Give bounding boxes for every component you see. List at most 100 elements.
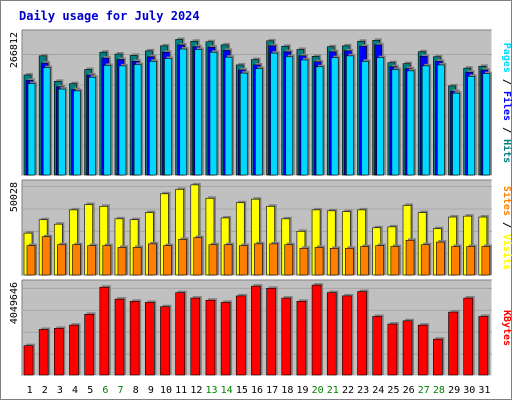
bar-kbytes-day-14	[220, 302, 231, 376]
x-tick-day-21: 21	[327, 385, 339, 396]
bar-kbytes-day-15	[235, 295, 246, 376]
legend-top-part-3: /	[501, 121, 512, 139]
panel-top-legend: Pages / Files / Hits	[501, 43, 512, 163]
bar-sites-day-21	[329, 248, 339, 276]
bar-pages-day-2	[42, 67, 51, 176]
bar-pages-day-9	[148, 61, 157, 176]
bar-kbytes-day-2	[38, 329, 49, 376]
bar-kbytes-day-23	[357, 291, 367, 376]
x-tick-day-24: 24	[372, 385, 384, 396]
bar-pages-day-17	[270, 52, 278, 176]
x-tick-day-5: 5	[87, 385, 93, 396]
bar-kbytes-day-26	[402, 320, 413, 376]
x-tick-day-3: 3	[57, 385, 63, 396]
legend-middle-part-1: /	[501, 216, 512, 234]
bar-kbytes-day-16	[251, 285, 261, 376]
x-tick-day-19: 19	[296, 385, 308, 396]
panel-top: 266812 Pages / Files / Hits	[9, 29, 512, 177]
bar-sites-day-30	[466, 246, 475, 276]
bar-pages-day-10	[164, 58, 172, 176]
x-tick-day-30: 30	[463, 385, 475, 396]
bar-pages-day-4	[73, 90, 81, 176]
legend-top-part-1: /	[501, 73, 512, 91]
bar-kbytes-day-17	[266, 288, 276, 376]
bar-kbytes-day-25	[387, 323, 398, 376]
bar-kbytes-day-29	[448, 311, 458, 376]
x-axis-labels: 1 2 3 4 5 6 7 8 9 10 11 12 13 14 15 16 17 18 19 20 21 22 23 24 2…	[27, 385, 491, 396]
x-tick-day-4: 4	[72, 385, 78, 396]
bar-sites-day-27	[420, 244, 430, 276]
legend-top-part-0: Pages	[501, 43, 512, 73]
bar-kbytes-day-5	[84, 314, 94, 376]
bar-kbytes-day-9	[144, 302, 155, 376]
bar-pages-day-14	[224, 56, 233, 176]
legend-bottom-part-0: KBytes	[501, 310, 512, 346]
bar-kbytes-day-10	[160, 306, 170, 376]
bar-pages-day-29	[452, 92, 460, 176]
bar-sites-day-24	[375, 245, 385, 276]
bar-pages-day-31	[482, 73, 491, 176]
bar-pages-day-19	[300, 59, 309, 176]
bar-kbytes-day-3	[54, 328, 64, 376]
x-tick-day-8: 8	[133, 385, 139, 396]
x-tick-day-29: 29	[448, 385, 460, 396]
bar-sites-day-18	[284, 244, 294, 276]
bar-sites-day-16	[254, 243, 263, 276]
bar-pages-day-26	[406, 70, 415, 176]
x-tick-day-18: 18	[281, 385, 293, 396]
bar-pages-day-11	[179, 48, 187, 176]
bar-pages-day-8	[133, 64, 142, 176]
bar-kbytes-day-18	[281, 297, 292, 376]
x-tick-day-11: 11	[175, 385, 187, 396]
bar-sites-day-23	[360, 246, 369, 276]
bar-kbytes-day-19	[296, 301, 307, 376]
x-tick-day-20: 20	[312, 385, 324, 396]
bar-pages-day-5	[88, 76, 96, 176]
bar-pages-day-25	[391, 69, 400, 176]
x-tick-day-15: 15	[236, 385, 248, 396]
bar-pages-day-1	[27, 83, 36, 176]
bar-kbytes-day-30	[463, 297, 473, 376]
panel-middle-tick-label: 50028	[9, 182, 20, 212]
bar-sites-day-7	[117, 247, 127, 276]
legend-top-part-2: Files	[501, 91, 512, 121]
bar-sites-day-2	[41, 236, 51, 276]
bar-sites-day-15	[238, 245, 248, 276]
bar-kbytes-day-6	[99, 286, 110, 376]
chart-title: Daily usage for July 2024	[19, 9, 200, 23]
bar-pages-day-22	[346, 55, 354, 176]
x-tick-day-14: 14	[221, 385, 233, 396]
bar-kbytes-day-31	[478, 316, 489, 376]
x-tick-day-17: 17	[266, 385, 278, 396]
bar-pages-day-20	[315, 66, 324, 176]
bar-pages-day-13	[209, 51, 218, 176]
bar-kbytes-day-1	[23, 345, 34, 376]
x-tick-day-27: 27	[418, 385, 430, 396]
x-tick-day-1: 1	[27, 385, 33, 396]
bar-kbytes-day-28	[433, 338, 443, 376]
bar-kbytes-day-21	[326, 292, 337, 376]
x-tick-day-16: 16	[251, 385, 263, 396]
x-tick-day-7: 7	[118, 385, 124, 396]
bar-pages-day-21	[330, 57, 339, 176]
x-tick-day-31: 31	[478, 385, 490, 396]
bar-sites-day-20	[314, 247, 324, 276]
x-tick-day-23: 23	[357, 385, 369, 396]
bar-kbytes-day-20	[311, 284, 322, 376]
bar-kbytes-day-24	[372, 316, 383, 376]
bar-sites-day-22	[345, 248, 354, 276]
bar-kbytes-day-27	[417, 324, 428, 376]
bar-pages-day-7	[118, 65, 127, 176]
bar-sites-day-3	[57, 244, 66, 276]
legend-middle-part-2: Visits	[501, 234, 512, 270]
bar-sites-day-17	[269, 243, 278, 276]
bar-pages-day-23	[361, 61, 369, 176]
bar-sites-day-9	[147, 243, 157, 276]
bar-sites-day-6	[102, 245, 112, 276]
x-tick-day-6: 6	[102, 385, 108, 396]
bar-pages-day-15	[239, 72, 248, 176]
panel-bottom-legend: KBytes	[501, 310, 512, 346]
x-tick-day-12: 12	[190, 385, 202, 396]
bar-sites-day-1	[26, 245, 36, 276]
